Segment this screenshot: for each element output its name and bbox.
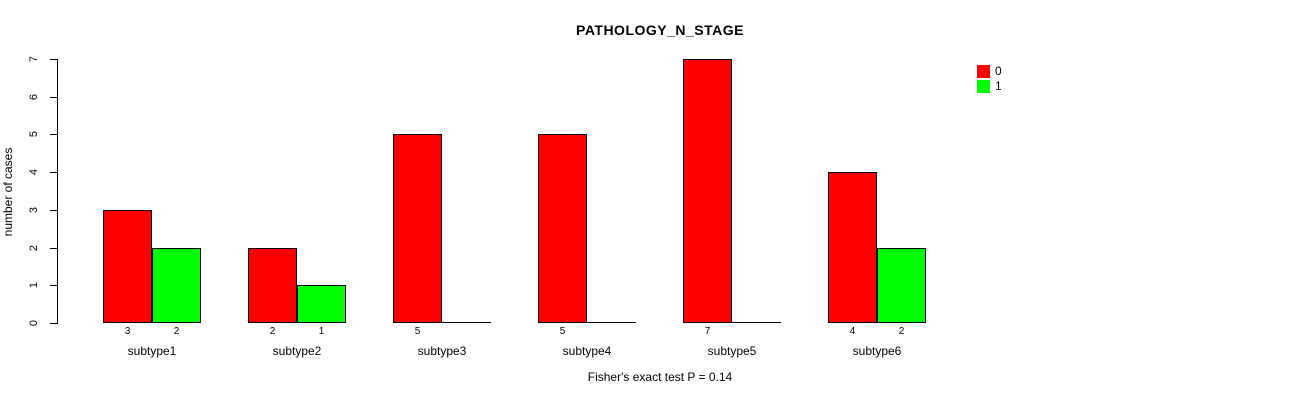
legend-swatch-red xyxy=(977,65,990,78)
bar-subtype2-series0 xyxy=(248,248,297,323)
bar-count-label: 5 xyxy=(414,326,421,337)
y-axis-tick xyxy=(50,209,57,211)
y-tick-label: 6 xyxy=(28,93,40,100)
y-axis-tick xyxy=(50,323,57,324)
category-label-subtype4: subtype4 xyxy=(562,344,612,358)
y-axis-line xyxy=(57,59,58,324)
bar-count-label: 7 xyxy=(704,326,711,337)
bar-subtype1-series0 xyxy=(103,210,152,323)
bar-count-label: 4 xyxy=(849,326,856,337)
bar-zero-subtype5-series1 xyxy=(732,322,781,323)
bar-subtype5-series0 xyxy=(683,59,732,323)
bar-count-label: 1 xyxy=(318,326,325,337)
bar-zero-subtype3-series1 xyxy=(442,322,491,323)
bar-count-label: 2 xyxy=(898,326,905,337)
category-label-subtype5: subtype5 xyxy=(707,344,757,358)
legend-label: 0 xyxy=(995,64,1002,78)
y-tick-label: 0 xyxy=(28,319,40,327)
bar-count-label: 2 xyxy=(269,326,276,337)
bar-count-label: 2 xyxy=(173,326,180,337)
y-tick-label: 3 xyxy=(28,206,40,213)
y-axis-tick xyxy=(50,59,57,60)
footer-annotation: Fisher's exact test P = 0.14 xyxy=(587,370,733,384)
bar-subtype1-series1 xyxy=(152,248,201,323)
y-axis-label: number of cases xyxy=(1,147,15,237)
legend: 0 1 xyxy=(977,64,1002,94)
bar-subtype6-series0 xyxy=(828,172,877,323)
bar-subtype3-series0 xyxy=(393,134,442,323)
category-label-subtype1: subtype1 xyxy=(127,344,177,358)
y-axis-tick xyxy=(50,247,57,249)
y-tick-label: 2 xyxy=(28,244,40,251)
y-axis-tick xyxy=(50,96,57,98)
y-tick-label: 4 xyxy=(28,169,40,176)
category-label-subtype6: subtype6 xyxy=(852,344,902,358)
y-tick-label: 5 xyxy=(28,131,40,138)
legend-item-1: 1 xyxy=(977,79,1002,94)
bar-subtype6-series1 xyxy=(877,248,926,323)
legend-label: 1 xyxy=(995,79,1002,93)
bar-subtype4-series0 xyxy=(538,134,587,323)
bar-zero-subtype4-series1 xyxy=(587,322,636,323)
chart-title: PATHOLOGY_N_STAGE xyxy=(576,22,744,38)
y-axis-tick xyxy=(50,172,57,174)
category-label-subtype3: subtype3 xyxy=(417,344,467,358)
y-axis-tick xyxy=(50,285,57,287)
bar-count-label: 5 xyxy=(559,326,566,337)
legend-swatch-green xyxy=(977,80,990,93)
bar-count-label: 3 xyxy=(124,326,131,337)
category-label-subtype2: subtype2 xyxy=(272,344,322,358)
y-axis-tick xyxy=(50,134,57,136)
y-tick-label: 1 xyxy=(28,282,40,289)
bar-subtype2-series1 xyxy=(297,285,346,323)
legend-item-0: 0 xyxy=(977,64,1002,79)
y-tick-label: 7 xyxy=(28,55,40,63)
